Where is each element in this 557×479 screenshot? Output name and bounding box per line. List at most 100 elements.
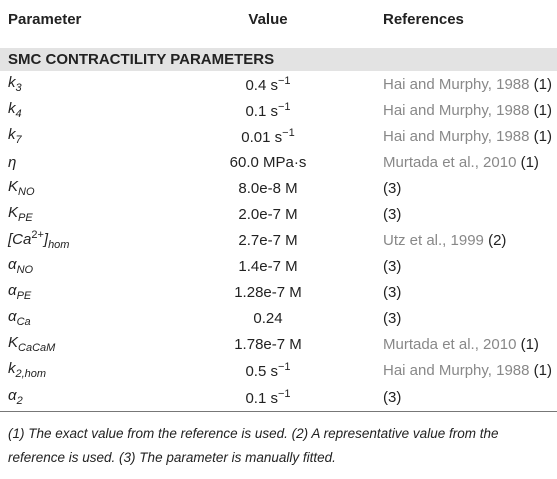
parameter-cell: αCa (0, 305, 173, 331)
table-row: k7 0.01 s−1 Hai and Murphy, 1988 (1) (0, 123, 557, 149)
text-segment: 7 (15, 134, 22, 146)
text-segment: [Ca (8, 231, 32, 248)
text-segment: 2.0e-7 M (238, 205, 298, 223)
parameter-table: Parameter Value References SMC CONTRACTI… (0, 0, 557, 412)
table-row: k3 0.4 s−1 Hai and Murphy, 1988 (1) (0, 71, 557, 97)
parameter-cell: k4 (0, 97, 173, 123)
parameter-cell: [Ca2+]hom (0, 227, 173, 253)
text-segment: −1 (277, 387, 291, 400)
text-segment: 2.7e-7 M (238, 231, 298, 249)
reference-source: Murtada et al., 2010 (383, 335, 517, 353)
reference-note: (1) (520, 335, 539, 353)
value-cell: 0.4 s−1 (173, 71, 363, 97)
text-segment: 0.01 s (241, 128, 283, 146)
value-cell: 2.7e-7 M (173, 227, 363, 253)
text-segment: 0.1 s (245, 389, 278, 407)
text-segment: Ca (16, 316, 31, 328)
text-segment: 0.24 (253, 309, 283, 327)
table-row: αCa 0.24 (3) (0, 305, 557, 331)
text-segment: 0.1 s (245, 102, 278, 120)
text-segment: 3 (15, 82, 22, 94)
text-segment: 0.4 s (245, 76, 278, 94)
reference-cell: Murtada et al., 2010 (1) (363, 149, 557, 175)
reference-note: (1) (533, 101, 552, 119)
text-segment: 2+ (31, 229, 44, 241)
reference-cell: (3) (363, 175, 557, 201)
table-row: k4 0.1 s−1 Hai and Murphy, 1988 (1) (0, 97, 557, 123)
text-segment: α (8, 256, 17, 273)
parameter-cell: k2,hom (0, 357, 173, 383)
reference-note: (1) (533, 75, 552, 93)
text-segment: 1.4e-7 M (238, 257, 298, 275)
reference-note: (3) (383, 179, 402, 197)
text-segment: K (8, 204, 19, 221)
reference-cell: Hai and Murphy, 1988 (1) (363, 123, 557, 149)
text-segment: k (8, 74, 16, 91)
table-row: k2,hom 0.5 s−1 Hai and Murphy, 1988 (1) (0, 357, 557, 383)
parameter-cell: KNO (0, 175, 173, 201)
value-cell: 1.28e-7 M (173, 279, 363, 305)
reference-source: Hai and Murphy, 1988 (383, 127, 530, 145)
reference-cell: Hai and Murphy, 1988 (1) (363, 97, 557, 123)
value-cell: 1.78e-7 M (173, 331, 363, 357)
reference-cell: Utz et al., 1999 (2) (363, 227, 557, 253)
reference-cell: (3) (363, 279, 557, 305)
table-row: KCaCaM 1.78e-7 M Murtada et al., 2010 (1) (0, 331, 557, 357)
value-cell: 0.1 s−1 (173, 383, 363, 412)
text-segment: 60.0 MPa·s (229, 153, 307, 171)
reference-source: Hai and Murphy, 1988 (383, 101, 530, 119)
text-segment: α (8, 387, 17, 404)
text-segment: PE (16, 290, 32, 302)
value-cell: 1.4e-7 M (173, 253, 363, 279)
parameter-cell: α2 (0, 383, 173, 412)
reference-note: (2) (488, 231, 507, 249)
table-row: αNO 1.4e-7 M (3) (0, 253, 557, 279)
text-segment: ] (43, 231, 49, 248)
text-segment: α (8, 282, 17, 299)
text-segment: 8.0e-8 M (238, 179, 298, 197)
column-header: References (363, 0, 557, 44)
text-segment: K (8, 334, 19, 351)
reference-note: (3) (383, 388, 402, 406)
text-segment: K (8, 178, 19, 195)
reference-note: (3) (383, 283, 402, 301)
parameter-cell: αNO (0, 253, 173, 279)
text-segment: 2 (16, 395, 23, 407)
table-row: α2 0.1 s−1 (3) (0, 383, 557, 412)
text-segment: −1 (277, 100, 291, 113)
parameter-cell: k3 (0, 71, 173, 97)
text-segment: 1.78e-7 M (234, 335, 302, 353)
value-cell: 8.0e-8 M (173, 175, 363, 201)
reference-source: Hai and Murphy, 1988 (383, 75, 530, 93)
text-segment: 4 (15, 108, 22, 120)
table-row: KPE 2.0e-7 M (3) (0, 201, 557, 227)
reference-cell: Hai and Murphy, 1988 (1) (363, 357, 557, 383)
parameter-cell: k7 (0, 123, 173, 149)
reference-cell: Murtada et al., 2010 (1) (363, 331, 557, 357)
footnote: (1) The exact value from the reference i… (8, 426, 499, 465)
reference-cell: Hai and Murphy, 1988 (1) (363, 71, 557, 97)
reference-note: (1) (520, 153, 539, 171)
reference-note: (3) (383, 257, 402, 275)
text-segment: k (8, 100, 16, 117)
section-title: SMC CONTRACTILITY PARAMETERS (0, 38, 557, 71)
table-row: αPE 1.28e-7 M (3) (0, 279, 557, 305)
parameter-cell: KCaCaM (0, 331, 173, 357)
reference-source: Murtada et al., 2010 (383, 153, 517, 171)
reference-note: (3) (383, 205, 402, 223)
column-header: Parameter (0, 0, 173, 44)
text-segment: PE (18, 212, 33, 224)
table-row: η 60.0 MPa·s Murtada et al., 2010 (1) (0, 149, 557, 175)
reference-note: (1) (533, 361, 552, 379)
text-segment: −1 (282, 126, 295, 139)
text-segment: NO (18, 186, 35, 198)
text-segment: NO (16, 264, 34, 276)
column-header: Value (173, 0, 363, 44)
reference-source: Hai and Murphy, 1988 (383, 361, 530, 379)
text-segment: 1.28e-7 M (234, 283, 302, 301)
reference-cell: (3) (363, 305, 557, 331)
reference-note: (3) (383, 309, 402, 327)
text-segment: 2,hom (15, 368, 47, 380)
text-segment: α (8, 308, 17, 325)
